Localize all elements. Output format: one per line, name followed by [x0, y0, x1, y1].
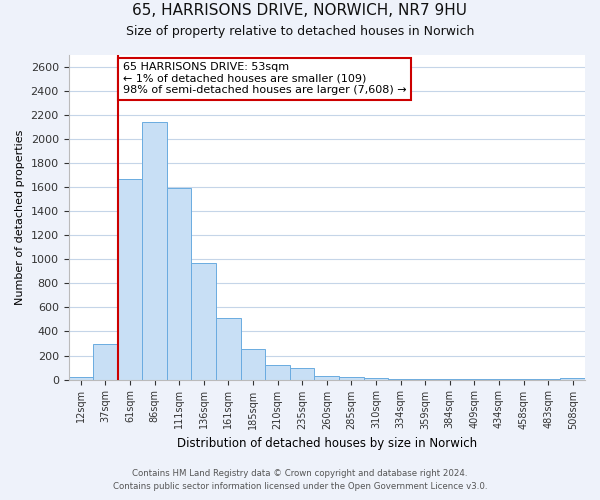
Text: 65, HARRISONS DRIVE, NORWICH, NR7 9HU: 65, HARRISONS DRIVE, NORWICH, NR7 9HU [133, 3, 467, 18]
Bar [216, 318, 241, 380]
Bar [93, 344, 118, 380]
Text: Contains HM Land Registry data © Crown copyright and database right 2024.
Contai: Contains HM Land Registry data © Crown c… [113, 469, 487, 491]
Bar [191, 263, 216, 380]
Bar [265, 365, 290, 380]
Bar [290, 368, 314, 380]
Bar [68, 377, 93, 380]
Bar [118, 179, 142, 380]
Bar [314, 376, 339, 380]
Bar [167, 188, 191, 380]
Bar [364, 378, 388, 380]
Bar [142, 122, 167, 380]
Bar [388, 379, 413, 380]
X-axis label: Distribution of detached houses by size in Norwich: Distribution of detached houses by size … [177, 437, 477, 450]
Bar [241, 349, 265, 380]
Y-axis label: Number of detached properties: Number of detached properties [15, 130, 25, 305]
Text: 65 HARRISONS DRIVE: 53sqm
← 1% of detached houses are smaller (109)
98% of semi-: 65 HARRISONS DRIVE: 53sqm ← 1% of detach… [122, 62, 406, 96]
Bar [339, 377, 364, 380]
Text: Size of property relative to detached houses in Norwich: Size of property relative to detached ho… [126, 25, 474, 38]
Bar [560, 378, 585, 380]
